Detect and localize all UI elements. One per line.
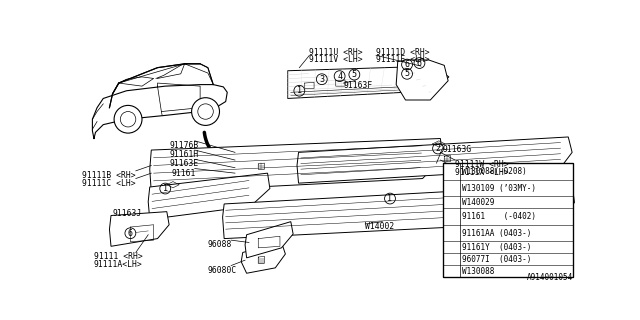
Text: 91111D <RH>: 91111D <RH> xyxy=(376,48,429,57)
Polygon shape xyxy=(150,139,443,192)
Text: 3: 3 xyxy=(450,212,454,221)
FancyBboxPatch shape xyxy=(443,163,573,277)
Text: 4: 4 xyxy=(337,72,342,81)
Text: 1: 1 xyxy=(297,86,302,95)
Circle shape xyxy=(198,104,213,119)
Polygon shape xyxy=(148,173,270,219)
Text: W14002: W14002 xyxy=(365,222,394,231)
Text: 1: 1 xyxy=(450,167,454,176)
Text: 91176B: 91176B xyxy=(169,141,198,150)
Text: 96077I  (0403-): 96077I (0403-) xyxy=(462,255,531,264)
Polygon shape xyxy=(288,66,449,99)
Text: 91111W <RH>: 91111W <RH> xyxy=(455,160,509,169)
Text: 96080C: 96080C xyxy=(207,266,236,275)
Text: 1: 1 xyxy=(163,184,168,193)
Text: W130088: W130088 xyxy=(462,267,495,276)
Text: 91163F: 91163F xyxy=(344,81,372,90)
Circle shape xyxy=(191,98,220,125)
Polygon shape xyxy=(241,243,285,273)
Text: 4: 4 xyxy=(450,243,454,252)
Text: W140029: W140029 xyxy=(462,198,495,207)
Text: 91161AA (0403-): 91161AA (0403-) xyxy=(462,229,531,238)
Text: 91163G: 91163G xyxy=(443,145,472,154)
Circle shape xyxy=(120,112,136,127)
Polygon shape xyxy=(396,60,448,100)
Polygon shape xyxy=(223,185,575,239)
Text: 3: 3 xyxy=(319,75,324,84)
Text: 91111E <LH>: 91111E <LH> xyxy=(376,55,429,64)
Text: 91161: 91161 xyxy=(172,169,196,178)
Text: 5: 5 xyxy=(450,255,454,264)
Text: 5: 5 xyxy=(352,70,357,79)
Text: 91161    (-0402): 91161 (-0402) xyxy=(462,212,536,221)
Text: 91161Y  (0403-): 91161Y (0403-) xyxy=(462,243,531,252)
Text: 91111V <LH>: 91111V <LH> xyxy=(309,55,363,64)
Text: 91111B <RH>: 91111B <RH> xyxy=(81,171,135,180)
Text: 2: 2 xyxy=(436,144,440,153)
Circle shape xyxy=(114,105,142,133)
Text: 2: 2 xyxy=(450,198,454,207)
Text: 91163E: 91163E xyxy=(169,159,198,168)
Text: 91111 <RH>: 91111 <RH> xyxy=(94,252,143,261)
Text: 91111C <LH>: 91111C <LH> xyxy=(81,179,135,188)
Polygon shape xyxy=(109,212,169,246)
Text: 91163J: 91163J xyxy=(113,209,142,218)
Text: A914001054: A914001054 xyxy=(527,273,573,282)
Polygon shape xyxy=(297,137,572,183)
Text: 96088: 96088 xyxy=(207,240,232,249)
Text: 6: 6 xyxy=(450,267,454,276)
Text: 91111A<LH>: 91111A<LH> xyxy=(94,260,143,269)
Text: 91111U <RH>: 91111U <RH> xyxy=(309,48,363,57)
Text: 1: 1 xyxy=(387,194,392,203)
Polygon shape xyxy=(245,222,293,258)
Text: 91111X <LH>: 91111X <LH> xyxy=(455,168,509,177)
Text: 6: 6 xyxy=(417,59,422,68)
Text: 6: 6 xyxy=(128,229,133,238)
Text: W130088(-0208): W130088(-0208) xyxy=(462,167,527,176)
Text: W130109 (’03MY-): W130109 (’03MY-) xyxy=(462,184,536,193)
Text: 6: 6 xyxy=(404,60,410,69)
Text: 91161H: 91161H xyxy=(169,150,198,159)
Text: 5: 5 xyxy=(404,69,410,78)
